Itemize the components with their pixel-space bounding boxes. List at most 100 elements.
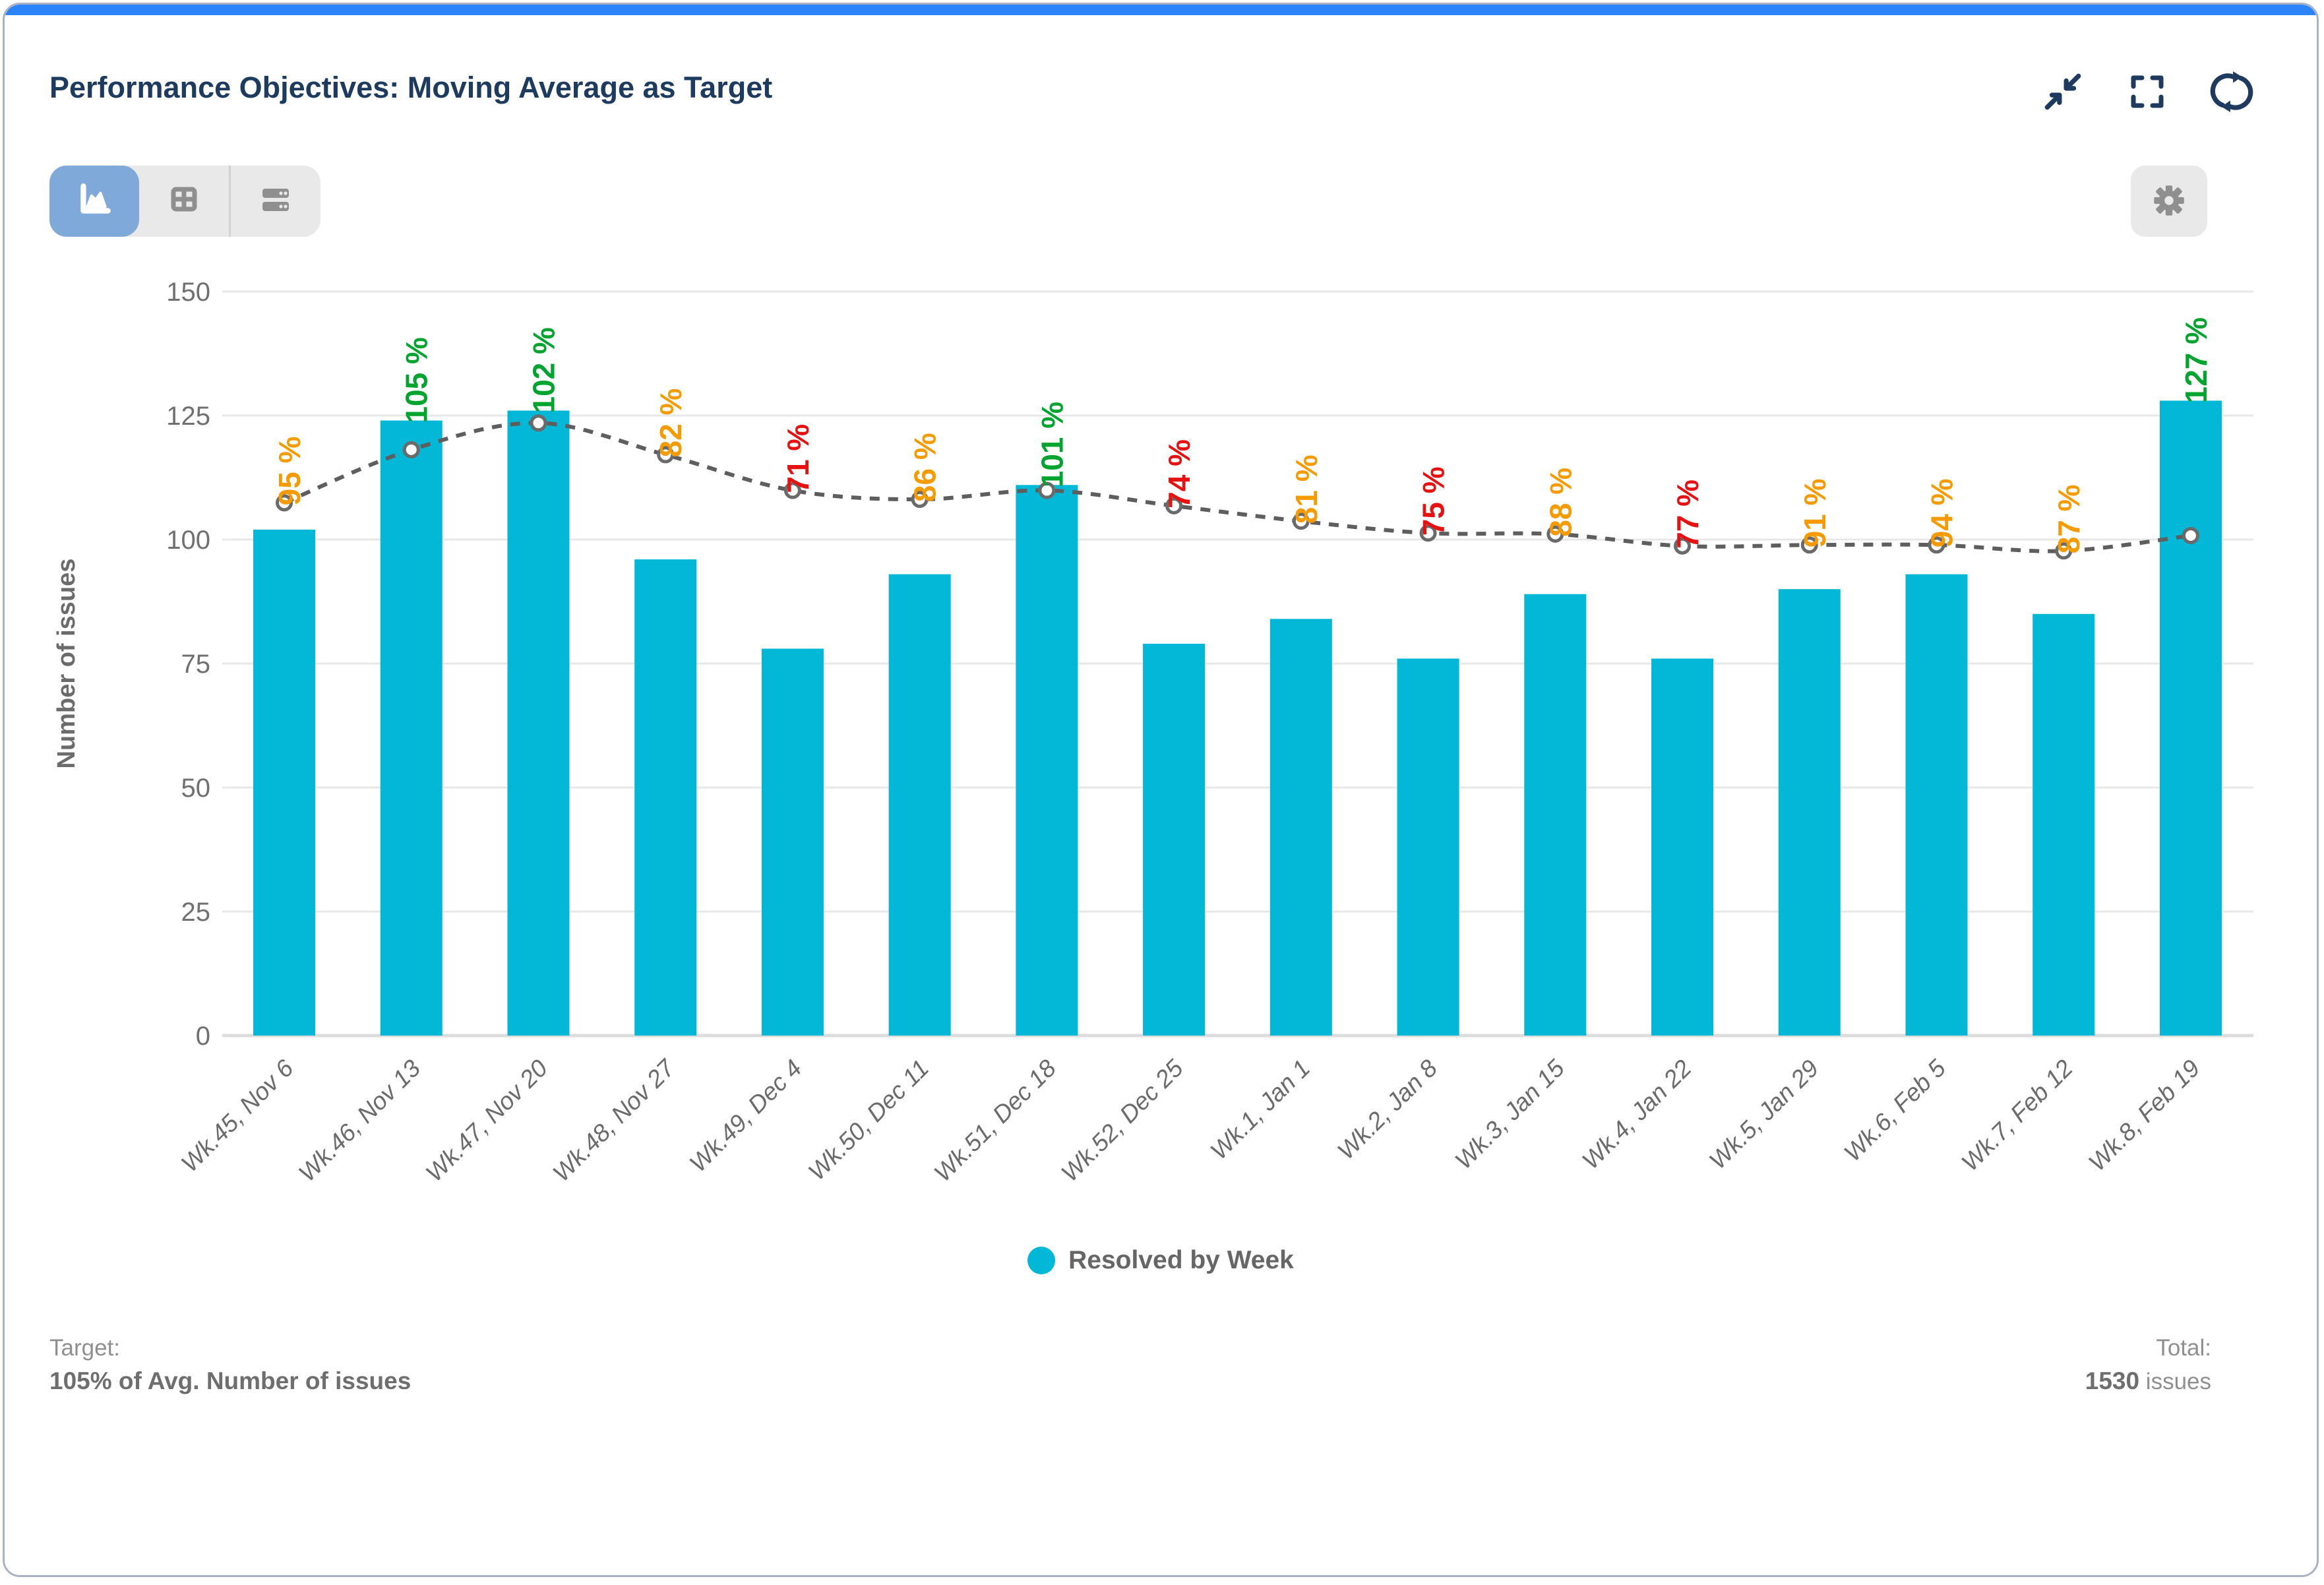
percent-label: 101 %	[1035, 402, 1069, 487]
x-axis-tick-label: Wk.50, Dec 11	[803, 1055, 934, 1186]
percent-label: 77 %	[1670, 480, 1705, 549]
bar-resolved-by-week[interactable]	[761, 648, 824, 1036]
bar-resolved-by-week[interactable]	[2033, 613, 2095, 1036]
percent-label: 91 %	[1798, 478, 1832, 547]
percent-label: 81 %	[1289, 454, 1324, 524]
percent-label: 88 %	[1543, 468, 1577, 537]
y-axis-tick-label: 0	[196, 1022, 210, 1051]
bar-resolved-by-week[interactable]	[1778, 589, 1841, 1036]
target-marker[interactable]	[1038, 482, 1056, 499]
x-axis-tick-label: Wk.48, Nov 27	[547, 1054, 681, 1187]
table-view-button[interactable]	[139, 166, 229, 237]
x-axis-tick-label: Wk.49, Dec 4	[685, 1055, 807, 1177]
chart-view-button[interactable]	[49, 166, 139, 237]
target-marker[interactable]	[1292, 513, 1310, 530]
report-card: Performance Objectives: Moving Average a…	[3, 3, 2319, 1577]
target-marker[interactable]	[783, 482, 801, 499]
x-axis-tick-label: Wk.2, Jan 8	[1332, 1054, 1442, 1164]
y-axis-title: Number of issues	[53, 559, 80, 769]
accent-bar	[5, 5, 2317, 15]
bar-resolved-by-week[interactable]	[1651, 658, 1714, 1036]
percent-label: 82 %	[654, 388, 688, 458]
bar-resolved-by-week[interactable]	[380, 420, 443, 1036]
total-summary: Total: 1530 issues	[2085, 1332, 2211, 1398]
target-marker[interactable]	[1674, 537, 1692, 555]
percent-label: 71 %	[781, 424, 815, 493]
fullscreen-icon	[2126, 71, 2168, 115]
view-switcher	[49, 166, 321, 237]
bar-resolved-by-week[interactable]	[634, 559, 697, 1036]
target-marker[interactable]	[1800, 536, 1818, 554]
x-axis-tick-label: Wk.51, Dec 18	[929, 1054, 1061, 1187]
rows-icon	[257, 181, 294, 222]
target-marker[interactable]	[1419, 524, 1437, 542]
bar-resolved-by-week[interactable]	[1397, 658, 1459, 1036]
target-line	[283, 421, 2191, 553]
bar-resolved-by-week[interactable]	[2159, 400, 2222, 1036]
x-axis-tick-label: Wk.4, Jan 22	[1577, 1054, 1697, 1174]
bar-resolved-by-week[interactable]	[888, 574, 951, 1036]
target-marker[interactable]	[402, 441, 420, 458]
target-value: 105% of Avg. Number of issues	[49, 1367, 412, 1394]
percent-label: 95 %	[272, 436, 307, 505]
target-marker[interactable]	[657, 446, 675, 464]
target-marker[interactable]	[1165, 497, 1183, 514]
collapse-icon	[2041, 70, 2085, 115]
target-marker[interactable]	[1546, 525, 1564, 543]
fullscreen-button[interactable]	[2125, 71, 2169, 114]
x-axis-tick-label: Wk.45, Nov 6	[176, 1054, 299, 1177]
page-title: Performance Objectives: Moving Average a…	[49, 71, 773, 104]
y-axis-tick-label: 75	[181, 650, 211, 679]
x-axis-tick-label: Wk.6, Feb 5	[1839, 1054, 1951, 1166]
bar-resolved-by-week[interactable]	[1269, 619, 1332, 1036]
percent-label: 87 %	[2052, 484, 2086, 553]
target-marker[interactable]	[1928, 536, 1945, 554]
legend-marker-dot	[1027, 1247, 1056, 1274]
bar-resolved-by-week[interactable]	[1143, 643, 1206, 1036]
x-axis-tick-label: Wk.52, Dec 25	[1056, 1054, 1188, 1187]
bar-resolved-by-week[interactable]	[1905, 574, 1968, 1036]
total-value: 1530	[2085, 1367, 2140, 1394]
table-icon	[166, 181, 202, 222]
percent-label: 74 %	[1162, 439, 1196, 509]
target-marker[interactable]	[276, 494, 293, 512]
header-actions	[2041, 71, 2253, 114]
y-axis-tick-label: 25	[181, 898, 211, 927]
x-axis-tick-label: Wk.8, Feb 19	[2083, 1055, 2205, 1177]
target-marker[interactable]	[530, 414, 547, 432]
bar-resolved-by-week[interactable]	[1016, 485, 1078, 1036]
x-axis-tick-label: Wk.3, Jan 15	[1450, 1054, 1570, 1174]
gear-icon	[2150, 181, 2188, 222]
segment-divider	[229, 166, 231, 237]
y-axis-tick-label: 100	[166, 526, 210, 555]
x-axis-tick-label: Wk.5, Jan 29	[1704, 1055, 1824, 1175]
settings-button[interactable]	[2131, 166, 2207, 237]
legend-label: Resolved by Week	[1068, 1246, 1294, 1274]
y-axis-tick-label: 125	[166, 402, 210, 431]
target-marker[interactable]	[2055, 542, 2073, 560]
target-summary: Target: 105% of Avg. Number of issues	[49, 1332, 411, 1398]
refresh-icon	[2210, 70, 2253, 115]
area-chart-icon	[75, 181, 113, 222]
x-axis-tick-label: Wk.47, Nov 20	[421, 1054, 553, 1187]
target-marker[interactable]	[911, 491, 929, 509]
total-label: Total:	[2156, 1335, 2211, 1361]
bar-resolved-by-week[interactable]	[507, 410, 570, 1036]
bar-resolved-by-week[interactable]	[253, 529, 315, 1036]
target-marker[interactable]	[2182, 526, 2199, 544]
detail-rows-view-button[interactable]	[231, 166, 321, 237]
chart-legend[interactable]: Resolved by Week	[5, 1246, 2317, 1275]
percent-label: 127 %	[2179, 317, 2213, 403]
percent-label: 94 %	[1924, 478, 1959, 547]
refresh-button[interactable]	[2210, 71, 2253, 114]
percent-label: 75 %	[1417, 466, 1451, 536]
x-axis-tick-label: Wk.1, Jan 1	[1205, 1055, 1315, 1165]
y-axis-tick-label: 150	[166, 278, 210, 307]
bar-resolved-by-week[interactable]	[1524, 594, 1587, 1036]
collapse-button[interactable]	[2041, 71, 2085, 114]
percent-label: 102 %	[526, 327, 561, 413]
target-label: Target:	[49, 1335, 120, 1361]
chart-plot: 0 25 50 75 100 125 150 Number of issues 95 % 105 …	[53, 278, 2253, 1187]
percent-label: 86 %	[908, 433, 942, 502]
percent-label: 105 %	[400, 337, 434, 423]
